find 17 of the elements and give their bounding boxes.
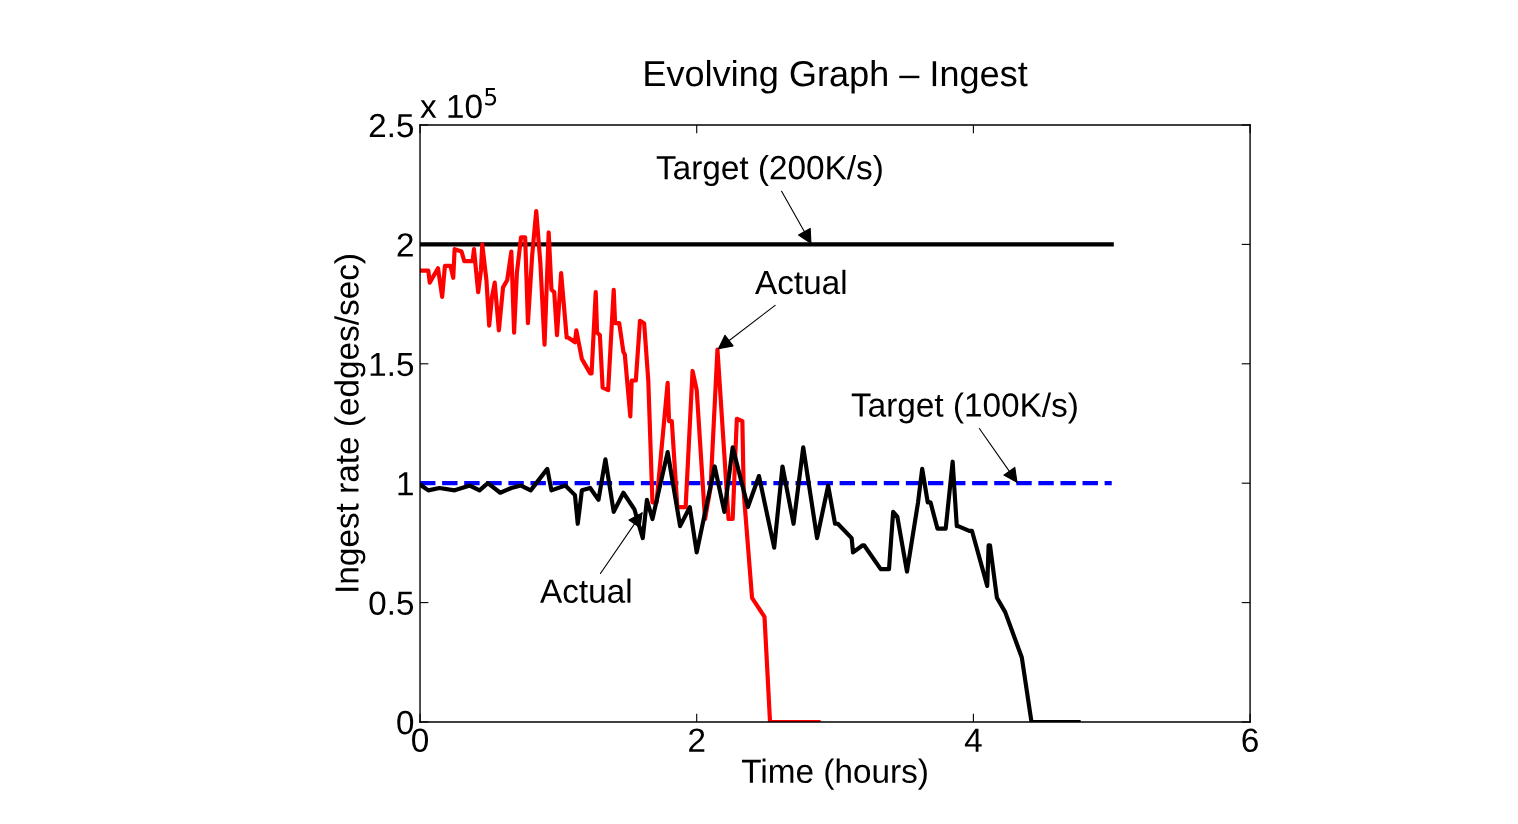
chart-title: Evolving Graph – Ingest: [645, 59, 1028, 94]
annotation: Target (100K/s): [851, 392, 1077, 424]
x-tick-label: 6: [1242, 728, 1258, 753]
annotation: Target (200K/s): [656, 154, 882, 187]
x-tick-label: 2: [689, 728, 705, 752]
x-axis-title: Time (hours): [741, 758, 927, 790]
y-axis-title: Ingest rate (edges/sec): [334, 255, 366, 591]
y-tick-label: 2.5: [369, 113, 414, 138]
y-tick-label: 2: [397, 233, 413, 257]
y-tick-label: 1.5: [370, 352, 414, 377]
text: x 10$^{5}$: [420, 88, 497, 119]
y-tick-label: 0: [397, 710, 414, 735]
y-tick-label: 0.5: [369, 591, 414, 615]
annotation: Actual: [755, 269, 846, 295]
y-tick-label: 1: [398, 472, 413, 496]
x-tick-label: 4: [964, 728, 982, 752]
annotation: Actual: [540, 578, 631, 603]
